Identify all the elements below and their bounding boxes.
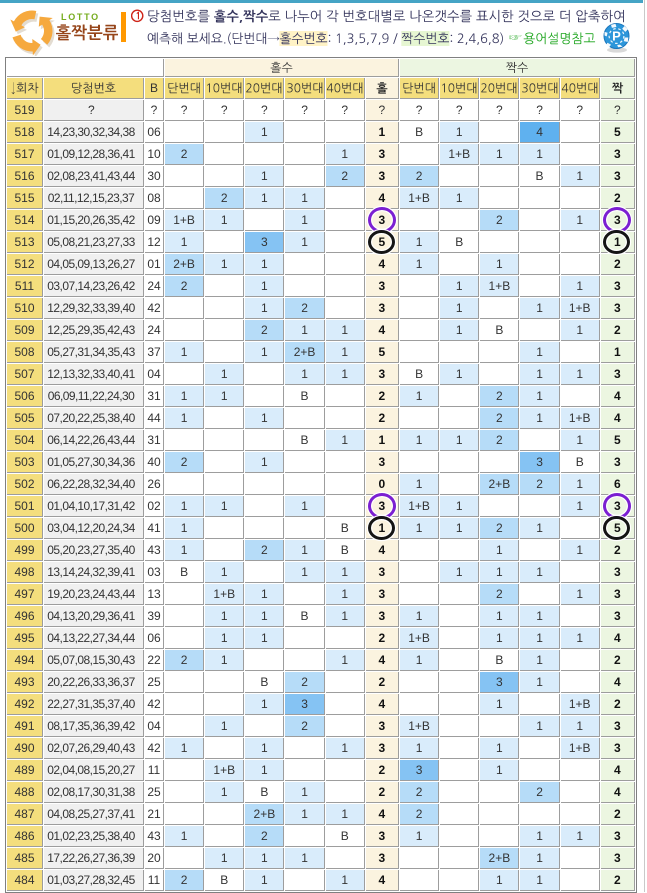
svg-text:P: P (612, 29, 621, 44)
